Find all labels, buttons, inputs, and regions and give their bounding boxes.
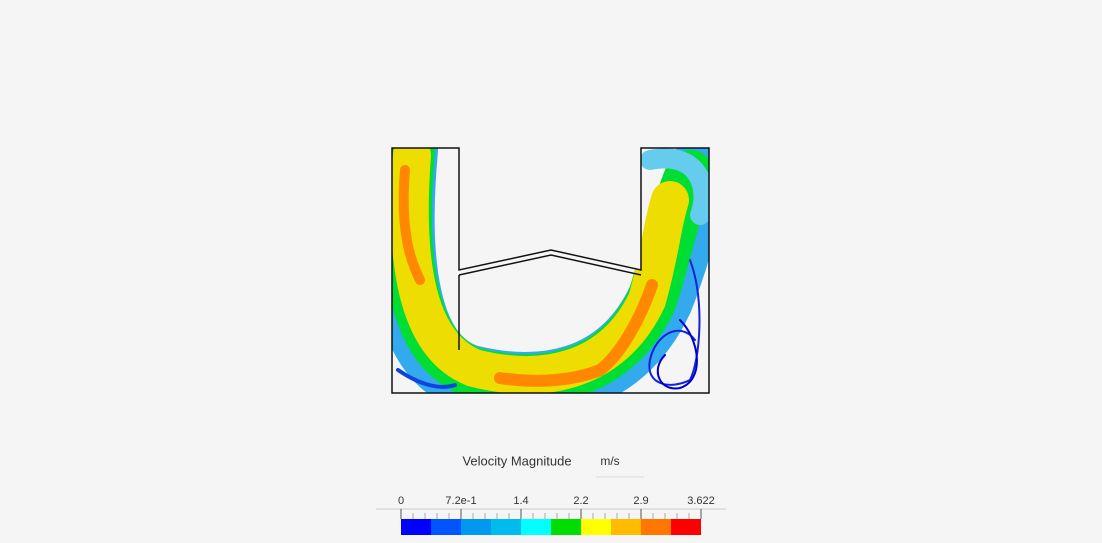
color-swatch <box>581 519 611 535</box>
color-swatch <box>431 519 461 535</box>
color-swatch <box>521 519 551 535</box>
body-outline <box>458 254 642 276</box>
color-swatch <box>671 519 701 535</box>
color-swatch <box>641 519 671 535</box>
tick-label: 3.622 <box>687 495 715 507</box>
tick-label: 2.9 <box>633 495 648 507</box>
legend-title: Velocity Magnitude <box>462 453 571 468</box>
color-swatch <box>611 519 641 535</box>
colorbar: 0 7.2e-1 1.4 2.2 2.9 3.622 <box>398 495 715 535</box>
legend-unit[interactable]: m/s <box>600 454 619 468</box>
tick-label: 1.4 <box>513 495 528 507</box>
streamlines <box>392 148 709 393</box>
tick-label: 7.2e-1 <box>445 495 476 507</box>
color-swatch <box>491 519 521 535</box>
domain-outline <box>391 147 710 394</box>
tick-label: 0 <box>398 495 404 507</box>
tick-label: 2.2 <box>573 495 588 507</box>
color-swatch <box>551 519 581 535</box>
color-swatch <box>461 519 491 535</box>
color-swatch <box>401 519 431 535</box>
